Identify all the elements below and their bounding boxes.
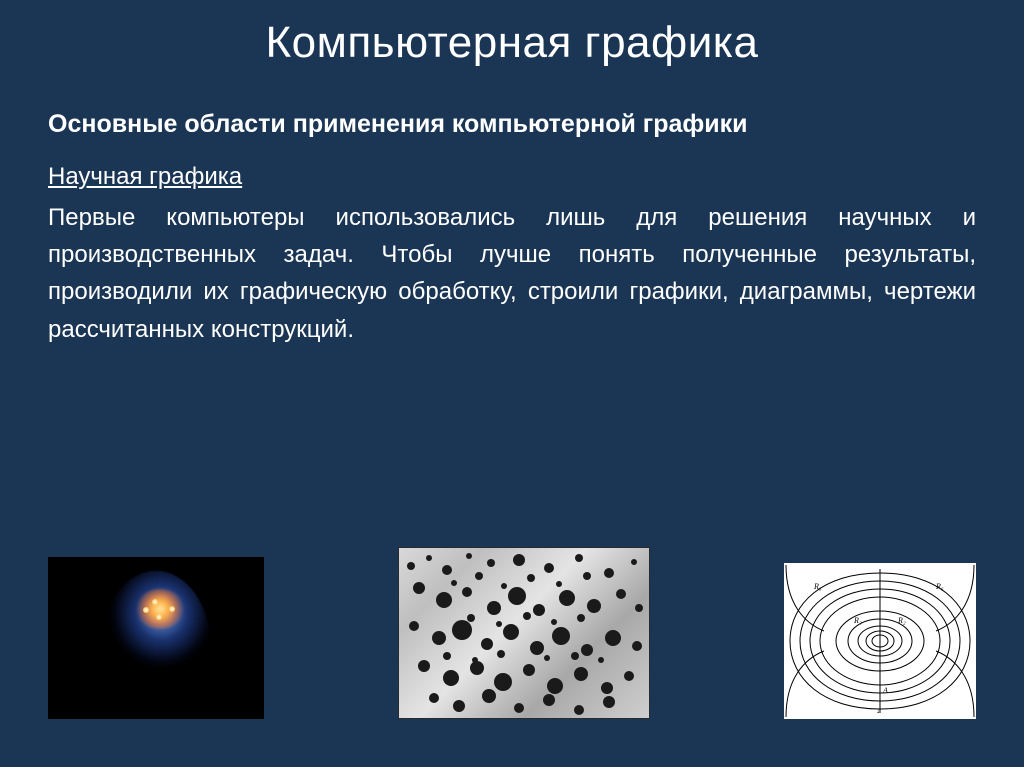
particles-micrograph: [398, 547, 650, 719]
particle-dot: [443, 670, 459, 686]
particle-dot: [624, 671, 634, 681]
particle-dot: [556, 581, 562, 587]
body-paragraph: Первые компьютеры использовались лишь дл…: [48, 199, 976, 348]
particle-dot: [501, 583, 507, 589]
particle-dot: [523, 612, 531, 620]
particle-dot: [583, 572, 591, 580]
particle-dot: [544, 563, 554, 573]
particle-dot: [497, 650, 505, 658]
svg-text:R₂: R₂: [853, 616, 862, 625]
particle-dot: [436, 592, 452, 608]
particle-dot: [482, 689, 496, 703]
particle-dot: [481, 638, 493, 650]
brain-spark-icon: [169, 606, 175, 612]
particle-dot: [418, 660, 430, 672]
particle-dot: [604, 568, 614, 578]
particle-dot: [452, 620, 472, 640]
particle-dot: [598, 657, 604, 663]
brain-illustration: [48, 557, 264, 719]
particle-dot: [453, 700, 465, 712]
particle-dot: [547, 678, 563, 694]
particle-dot: [635, 604, 643, 612]
particle-dot: [409, 621, 419, 631]
particle-dot: [631, 559, 637, 565]
particle-dot: [472, 657, 478, 663]
particle-dot: [442, 565, 452, 575]
particle-dot: [508, 587, 526, 605]
svg-text:R₂: R₂: [897, 616, 906, 625]
particle-dot: [571, 652, 579, 660]
slide-title: Компьютерная графика: [48, 18, 976, 68]
svg-text:R₆: R₆: [935, 582, 944, 591]
particle-dot: [487, 559, 495, 567]
particle-dot: [513, 554, 525, 566]
particle-dot: [494, 673, 512, 691]
particle-dot: [530, 641, 544, 655]
particle-dot: [603, 696, 615, 708]
particle-dot: [466, 553, 472, 559]
particle-dot: [581, 644, 593, 656]
field-svg: R₂ R₂ R₆ R₆ A ↓: [784, 563, 976, 719]
particle-dot: [605, 630, 621, 646]
particle-dot: [467, 614, 475, 622]
particle-dot: [407, 562, 415, 570]
particle-dot: [575, 554, 583, 562]
particle-dot: [559, 590, 575, 606]
particle-dot: [574, 705, 584, 715]
particle-dot: [413, 582, 425, 594]
particle-dot: [587, 599, 601, 613]
brain-spark-icon: [152, 599, 158, 605]
svg-text:R₆: R₆: [813, 582, 822, 591]
particle-dot: [503, 624, 519, 640]
section-heading: Научная графика: [48, 163, 976, 191]
particle-dot: [527, 574, 535, 582]
particle-dot: [462, 587, 472, 597]
particle-dot: [523, 664, 535, 676]
slide-subtitle: Основные области применения компьютерной…: [48, 110, 976, 139]
particle-dot: [544, 655, 550, 661]
particle-dot: [432, 631, 446, 645]
particle-dot: [487, 601, 501, 615]
particle-dot: [577, 614, 585, 622]
svg-text:↓: ↓: [876, 706, 880, 715]
svg-text:A: A: [882, 686, 888, 695]
particle-dot: [496, 621, 502, 627]
particle-dot: [601, 682, 613, 694]
images-row: R₂ R₂ R₆ R₆ A ↓: [48, 547, 976, 719]
brain-spark-icon: [156, 614, 162, 620]
particle-dot: [451, 580, 457, 586]
particle-dot: [429, 693, 439, 703]
particle-dot: [551, 619, 557, 625]
particle-dot: [533, 604, 545, 616]
particle-dot: [552, 627, 570, 645]
particle-dot: [470, 661, 484, 675]
particle-dot: [475, 572, 483, 580]
particle-dot: [543, 694, 555, 706]
field-lines-diagram: R₂ R₂ R₆ R₆ A ↓: [784, 563, 976, 719]
particle-dot: [443, 652, 451, 660]
particle-dot: [616, 589, 626, 599]
particle-dot: [632, 641, 642, 651]
particle-dot: [514, 703, 524, 713]
particle-dot: [574, 667, 588, 681]
slide-root: Компьютерная графика Основные области пр…: [0, 0, 1024, 767]
particle-dot: [426, 555, 432, 561]
